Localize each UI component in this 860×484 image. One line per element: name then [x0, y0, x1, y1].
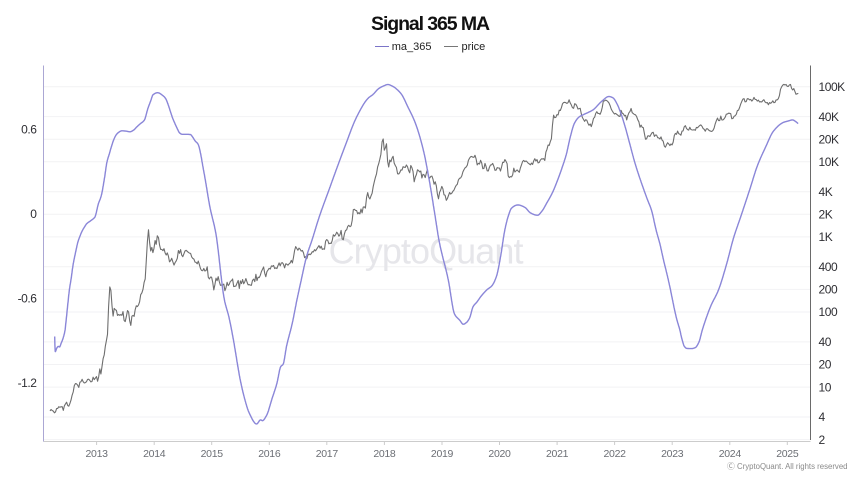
svg-text:0: 0: [30, 207, 37, 221]
svg-text:4K: 4K: [819, 185, 833, 199]
svg-text:20K: 20K: [819, 132, 839, 146]
svg-text:2014: 2014: [143, 448, 166, 460]
svg-text:0.6: 0.6: [21, 122, 37, 136]
svg-text:-1.2: -1.2: [18, 376, 38, 390]
svg-text:2019: 2019: [431, 448, 454, 460]
svg-text:4: 4: [819, 410, 826, 424]
svg-text:2021: 2021: [546, 448, 569, 460]
svg-text:2: 2: [819, 433, 826, 447]
svg-text:2016: 2016: [258, 448, 281, 460]
svg-text:2K: 2K: [819, 208, 833, 222]
svg-text:2025: 2025: [776, 448, 799, 460]
svg-text:10: 10: [819, 380, 832, 394]
svg-text:1K: 1K: [819, 230, 833, 244]
svg-text:2020: 2020: [488, 448, 511, 460]
svg-text:2022: 2022: [604, 448, 627, 460]
svg-text:CryptoQuant: CryptoQuant: [329, 231, 524, 272]
svg-text:20: 20: [819, 358, 832, 372]
svg-text:2024: 2024: [719, 448, 742, 460]
svg-text:100: 100: [819, 305, 838, 319]
svg-text:2023: 2023: [661, 448, 684, 460]
svg-text:40: 40: [819, 335, 832, 349]
svg-text:10K: 10K: [819, 155, 839, 169]
svg-text:2017: 2017: [316, 448, 339, 460]
svg-text:2015: 2015: [201, 448, 224, 460]
svg-text:400: 400: [819, 260, 838, 274]
svg-text:-0.6: -0.6: [18, 292, 38, 306]
svg-text:2013: 2013: [86, 448, 109, 460]
svg-text:200: 200: [819, 283, 838, 297]
svg-text:40K: 40K: [819, 110, 839, 124]
svg-text:100K: 100K: [819, 80, 846, 94]
svg-text:2018: 2018: [373, 448, 396, 460]
